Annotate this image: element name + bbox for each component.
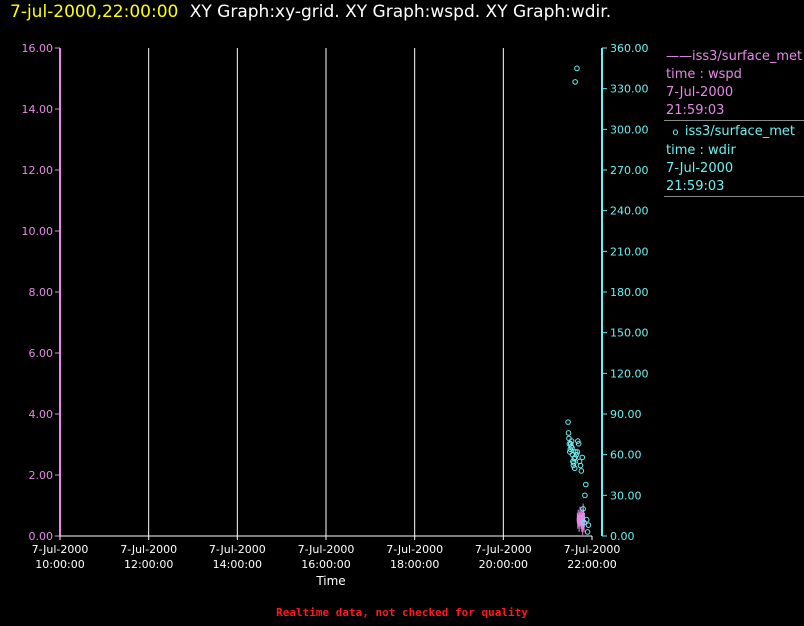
wdir-point <box>579 454 586 461</box>
series-wspd <box>576 503 586 535</box>
x-tick-time: 12:00:00 <box>124 558 173 571</box>
quality-notice: Realtime data, not checked for quality <box>276 606 528 619</box>
right-tick-label: 0.00 <box>610 530 635 543</box>
wdir-point <box>573 451 580 458</box>
right-tick-label: 300.00 <box>610 123 649 136</box>
right-tick-label: 330.00 <box>610 83 649 96</box>
x-axis-label: Time <box>315 574 345 588</box>
wdir-point <box>571 465 578 472</box>
wdir-point <box>580 506 586 512</box>
left-tick-label: 12.00 <box>22 164 54 177</box>
wdir-point <box>578 468 585 474</box>
left-tick-label: 10.00 <box>22 225 54 238</box>
wdir-point <box>583 516 590 523</box>
legend: ——iss3/surface_met time : wspd 7-Jul-200… <box>664 48 804 199</box>
legend-time: 21:59:03 <box>666 103 725 118</box>
wdir-point <box>568 438 575 444</box>
x-tick-date: 7-Jul-2000 <box>564 543 621 556</box>
timestamp: 7-jul-2000,22:00:00 <box>10 2 179 22</box>
wdir-point <box>571 460 577 466</box>
left-y-axis: 0.00 2.00 4.00 6.00 8.00 10.00 12.00 14.00 16.00 <box>22 42 61 543</box>
right-tick-label: 150.00 <box>610 327 649 340</box>
legend-label: o iss3/surface_met <box>666 124 795 139</box>
wdir-point <box>582 481 589 488</box>
legend-time: 21:59:03 <box>666 179 725 194</box>
left-tick-label: 14.00 <box>22 103 54 116</box>
right-tick-label: 60.00 <box>610 449 642 462</box>
left-tick-label: 0.00 <box>29 530 54 543</box>
left-tick-label: 6.00 <box>29 347 54 360</box>
wdir-point <box>569 445 575 451</box>
wdir-point <box>566 435 572 442</box>
left-tick-label: 4.00 <box>29 408 54 421</box>
wdir-point <box>575 438 581 444</box>
legend-label: ——iss3/surface_met <box>666 49 803 64</box>
right-tick-label: 90.00 <box>610 408 642 421</box>
wdir-point <box>565 419 571 425</box>
x-tick-time: 20:00:00 <box>479 558 528 571</box>
x-tick-date: 7-Jul-2000 <box>32 543 89 556</box>
line-marker-icon: —— <box>666 49 692 64</box>
x-tick-date: 7-Jul-2000 <box>298 543 355 556</box>
left-tick-label: 16.00 <box>22 42 54 55</box>
wdir-point <box>584 529 591 535</box>
left-tick-label: 2.00 <box>29 469 54 482</box>
x-axis: 7-Jul-2000 10:00:00 7-Jul-2000 12:00:00 7-Ju… <box>32 535 621 571</box>
wdir-point <box>574 449 581 455</box>
x-tick-time: 14:00:00 <box>213 558 262 571</box>
circle-marker-icon: o <box>666 127 685 138</box>
legend-entry-wspd: ——iss3/surface_met time : wspd 7-Jul-200… <box>664 48 804 121</box>
wdir-point <box>565 430 572 436</box>
graph-list: XY Graph:xy-grid. XY Graph:wspd. XY Grap… <box>189 2 612 22</box>
right-tick-label: 120.00 <box>610 367 649 380</box>
right-tick-label: 270.00 <box>610 164 649 177</box>
legend-date: 7-Jul-2000 <box>666 85 734 100</box>
x-tick-time: 16:00:00 <box>301 558 350 571</box>
wdir-point <box>570 462 577 469</box>
x-tick-date: 7-Jul-2000 <box>120 543 177 556</box>
wdir-point <box>575 441 582 447</box>
x-tick-date: 7-Jul-2000 <box>475 543 532 556</box>
vertical-grid <box>148 48 504 536</box>
x-tick-date: 7-Jul-2000 <box>209 543 266 556</box>
wdir-point <box>574 65 580 72</box>
x-tick-time: 18:00:00 <box>390 558 439 571</box>
right-tick-label: 240.00 <box>610 205 649 218</box>
wdir-point <box>585 522 592 528</box>
right-tick-label: 30.00 <box>610 489 642 502</box>
wdir-point <box>572 79 578 85</box>
wdir-point <box>577 462 584 469</box>
left-tick-label: 8.00 <box>29 286 54 299</box>
wdir-point <box>582 492 588 499</box>
legend-var: time : wdir <box>666 143 736 158</box>
wdir-point <box>572 454 578 461</box>
x-tick-time: 22:00:00 <box>567 558 616 571</box>
series-wdir <box>565 65 592 535</box>
wdir-point <box>572 449 579 455</box>
title-bar: 7-jul-2000,22:00:00 XY Graph:xy-grid. XY… <box>10 2 611 22</box>
right-tick-label: 180.00 <box>610 286 649 299</box>
legend-var: time : wspd <box>666 67 742 82</box>
right-tick-label: 360.00 <box>610 42 649 55</box>
right-tick-label: 210.00 <box>610 245 649 258</box>
x-tick-time: 10:00:00 <box>35 558 84 571</box>
xy-chart: 0.00 2.00 4.00 6.00 8.00 10.00 12.00 14.00 16.00… <box>22 42 649 588</box>
legend-date: 7-Jul-2000 <box>666 161 734 176</box>
right-y-axis: 0.00 30.00 60.00 90.00 120.00 150.00 180.00 210… <box>601 42 649 543</box>
x-tick-date: 7-Jul-2000 <box>386 543 443 556</box>
legend-entry-wdir: o iss3/surface_met time : wdir 7-Jul-200… <box>664 123 804 197</box>
